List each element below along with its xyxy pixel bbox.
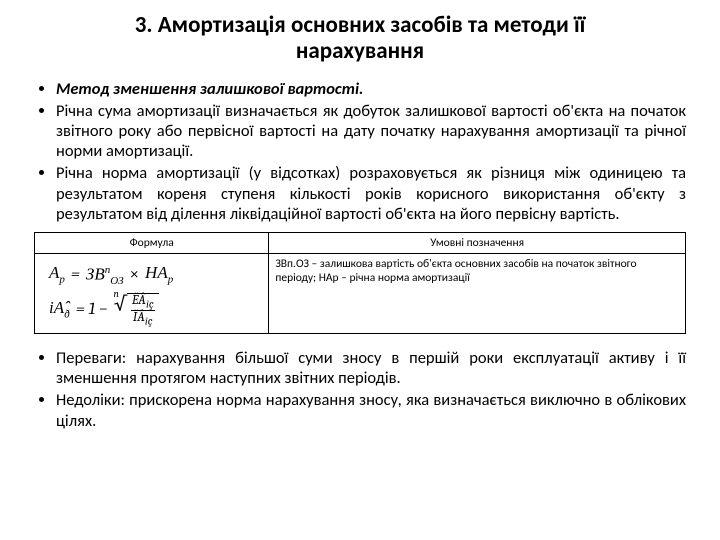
slide-title: 3. Амортизація основних засобів та метод… [74,12,646,65]
col-header-legend: Умовні позначення [269,232,686,253]
f1-t1: ЗВ [86,265,105,284]
f1-eq: = [71,266,80,285]
formula-table-wrap: Формула Умовні позначення Ар = ЗВпОЗ [34,232,686,334]
col-header-formula: Формула [35,232,269,253]
slide-root: 3. Амортизація основних засобів та метод… [0,0,720,540]
f2-eq: = 1 − [76,301,108,320]
formula-table: Формула Умовні позначення Ар = ЗВпОЗ [34,232,686,334]
f2-fraction: ËÂ̂іç ÏÂіç [131,294,155,327]
f1-lhs: А [49,264,59,283]
f1-t2-sub: р [168,272,174,285]
f2-num-sub: іç [146,297,154,310]
table-header-row: Формула Умовні позначення [35,232,686,253]
f1-lhs-sub: р [59,272,65,285]
bullet-disadvantages: Недоліки: прискорена норма нарахування з… [56,390,686,430]
bullet-annual-rate: Річна норма амортизації (у відсотках) ро… [56,163,686,223]
f2-num-t: ËÂ̂ [132,293,146,308]
f2-radicand: ËÂ̂іç ÏÂіç [127,293,159,327]
top-bullet-list: Метод зменшення залишкової вартості. Річ… [34,79,686,224]
bullet-annual-sum: Річна сума амортизації визначається як д… [56,101,686,161]
f2-den-sub: іç [145,315,153,328]
f2-num: ËÂ̂іç [132,294,154,310]
f2-lhs: іА̂ [49,299,64,318]
f2-root: n √ ËÂ̂іç ÏÂіç [113,293,158,327]
f2-den-t: ÏÂ [133,310,145,325]
formula-2: іА̂ð = 1 − n √ ËÂ̂іç [49,293,254,327]
root-symbol: √ [114,293,127,327]
f2-lhs-sub: ð [64,307,70,320]
method-name-text: Метод зменшення залишкової вартості. [56,79,363,99]
table-body-row: Ар = ЗВпОЗ × НАр [35,253,686,333]
legend-cell: ЗВп.ОЗ – залишкова вартість об'єкта осно… [269,253,686,333]
bullet-advantages: Переваги: нарахування більшої суми зносу… [56,348,686,388]
bottom-bullet-list: Переваги: нарахування більшої суми зносу… [34,348,686,431]
formula-cell: Ар = ЗВпОЗ × НАр [35,253,269,333]
f2-den: ÏÂіç [131,310,155,327]
formula-1: Ар = ЗВпОЗ × НАр [49,264,254,287]
f1-t2: НА [145,264,168,283]
f1-t1-sub: ОЗ [110,274,123,287]
bullet-method-name: Метод зменшення залишкової вартості. [56,79,686,99]
f1-mul: × [130,266,139,285]
